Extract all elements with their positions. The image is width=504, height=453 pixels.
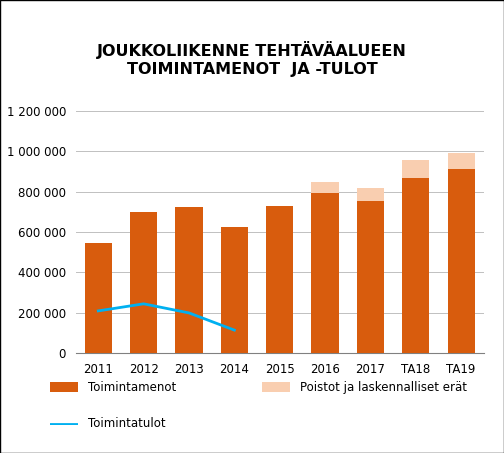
Bar bbox=[85, 243, 112, 353]
Text: Toimintatulot: Toimintatulot bbox=[88, 417, 166, 430]
Bar bbox=[175, 207, 203, 353]
Bar bbox=[357, 201, 384, 353]
Bar bbox=[266, 206, 293, 353]
Text: JOUKKOLIIKENNE TEHTÄVÄALUEEN
TOIMINTAMENOT  JA -TULOT: JOUKKOLIIKENNE TEHTÄVÄALUEEN TOIMINTAMEN… bbox=[97, 41, 407, 77]
Bar bbox=[448, 169, 475, 353]
Bar bbox=[402, 160, 429, 178]
Bar bbox=[130, 212, 157, 353]
Text: Poistot ja laskennalliset erät: Poistot ja laskennalliset erät bbox=[300, 381, 467, 394]
Bar bbox=[311, 193, 339, 353]
Bar bbox=[221, 227, 248, 353]
Bar bbox=[402, 178, 429, 353]
Bar bbox=[357, 188, 384, 201]
Bar bbox=[311, 182, 339, 193]
Bar bbox=[448, 153, 475, 169]
Text: Toimintamenot: Toimintamenot bbox=[88, 381, 176, 394]
